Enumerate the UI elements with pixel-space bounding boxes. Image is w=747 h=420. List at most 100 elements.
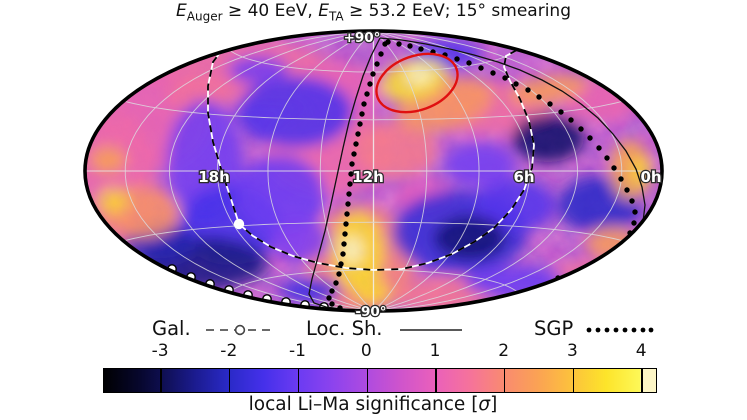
sgp-dot — [587, 135, 593, 141]
sgp-dot — [333, 280, 339, 286]
sgp-dot — [348, 171, 354, 177]
sgp-dot — [490, 70, 496, 76]
title-E2: E — [318, 1, 329, 21]
graticule — [85, 31, 662, 311]
sgp-dot — [558, 109, 564, 115]
colorbar-divider — [435, 369, 437, 392]
sgp-dot — [329, 288, 335, 294]
sgp-dot — [355, 131, 361, 137]
sgp-dot — [624, 187, 630, 193]
sgp-dot — [396, 41, 402, 47]
sgp-dot — [351, 151, 357, 157]
sgp-dot — [513, 81, 519, 87]
sgp-dot — [338, 261, 344, 267]
colorbar-divider — [297, 369, 300, 392]
sgp-dot — [407, 43, 413, 49]
colorbar — [103, 368, 657, 393]
local-sheet-line — [308, 37, 381, 310]
sgp-dot — [340, 251, 346, 257]
colorbar-label-sigma: σ — [478, 394, 491, 415]
sgp-dot — [359, 111, 365, 117]
colorbar-divider — [229, 369, 231, 392]
sgp-dot — [326, 295, 332, 301]
sgp-dot — [336, 271, 342, 277]
sgp-dotted-line-sample — [586, 327, 654, 333]
title-E1-sub: Auger — [186, 9, 223, 24]
sgp-dot — [341, 241, 347, 247]
sgp-dot — [605, 257, 611, 263]
legend-locsh-label: Loc. Sh. — [306, 317, 383, 340]
map-label: 18h — [198, 168, 230, 186]
sgp-dot — [361, 101, 367, 107]
colorbar-tick-label: 3 — [567, 341, 578, 361]
sgp-dot — [632, 209, 638, 215]
colorbar-divider — [366, 369, 368, 392]
sgp-dot — [614, 249, 620, 255]
skymap: 18h 12h 6h 0h +90° -90° — [83, 29, 664, 321]
sgp-dot — [594, 263, 600, 269]
map-label: -90° — [355, 304, 386, 320]
map-label: +90° — [344, 30, 381, 46]
sgp-dot — [378, 51, 384, 57]
title-E1: E — [176, 1, 187, 21]
figure-title: EAuger ≥ 40 EeV, ETA ≥ 53.2 EeV; 15° sme… — [0, 1, 747, 23]
sgp-dot — [631, 220, 637, 226]
title-E2-sub: TA — [329, 9, 344, 24]
colorbar-tick-label: 2 — [498, 341, 510, 361]
sgp-dot — [525, 87, 531, 93]
hotspot-ellipse — [375, 52, 459, 114]
colorbar-divider — [641, 369, 643, 392]
sgp-dot — [536, 94, 542, 100]
sgp-dot — [347, 181, 353, 187]
sgp-dot — [547, 101, 553, 107]
colorbar-label-post: ] — [490, 394, 498, 415]
galactic-plane-circle-marker — [234, 324, 246, 336]
sgp-dot — [578, 126, 584, 132]
colorbar-divider — [504, 369, 506, 392]
skymap-heatmap — [85, 31, 662, 311]
sgp-dot — [568, 117, 574, 123]
colorbar-tick-label: 0 — [360, 341, 372, 361]
map-line-legend: Gal. Loc. Sh. SGP — [0, 317, 747, 347]
colorbar-tick-label: 1 — [429, 341, 441, 361]
map-label: 12h — [352, 168, 384, 186]
title-mid1: ≥ 40 EeV, — [222, 1, 319, 21]
sgp-dot — [618, 176, 624, 182]
local-sheet-line-sample — [400, 329, 462, 331]
sgp-dot — [342, 231, 348, 237]
map-label: 0h — [640, 168, 661, 186]
sgp-dot — [629, 198, 635, 204]
sgp-dot — [374, 61, 380, 67]
galactic-center-dot — [233, 218, 245, 230]
sgp-dot — [418, 46, 424, 52]
legend-sgp-label: SGP — [534, 317, 574, 340]
sgp-dot — [611, 165, 617, 171]
galactic-plane-line-white — [207, 45, 557, 271]
sgp-dot — [478, 65, 484, 71]
sgp-dot — [502, 75, 508, 81]
sgp-dot — [345, 201, 351, 207]
sgp-dot — [466, 60, 472, 66]
colorbar-label: local Li–Ma significance [σ] — [249, 394, 498, 415]
sgp-dot — [604, 155, 610, 161]
sgp-dot — [344, 211, 350, 217]
sgp-dot — [370, 71, 376, 77]
sgp-dot — [346, 191, 352, 197]
title-mid2: ≥ 53.2 EeV; 15° smearing — [343, 1, 571, 21]
colorbar-divider — [572, 369, 575, 392]
colorbar-divider — [160, 369, 162, 392]
colorbar-tick-label: -1 — [289, 341, 306, 361]
sgp-dot — [596, 145, 602, 151]
sgp-dot — [329, 301, 335, 307]
colorbar-tick-label: 4 — [635, 341, 647, 361]
colorbar-tick-label: -3 — [151, 341, 169, 361]
colorbar-tick-label: -2 — [220, 341, 238, 361]
sgp-dot — [454, 56, 460, 62]
legend-gal-label: Gal. — [152, 317, 191, 340]
sgp-dot — [353, 141, 359, 147]
colorbar-label-pre: local Li–Ma significance [ — [248, 394, 479, 415]
sgp-dot — [382, 41, 388, 47]
sgp-dot — [343, 221, 349, 227]
map-label: 6h — [513, 168, 534, 186]
